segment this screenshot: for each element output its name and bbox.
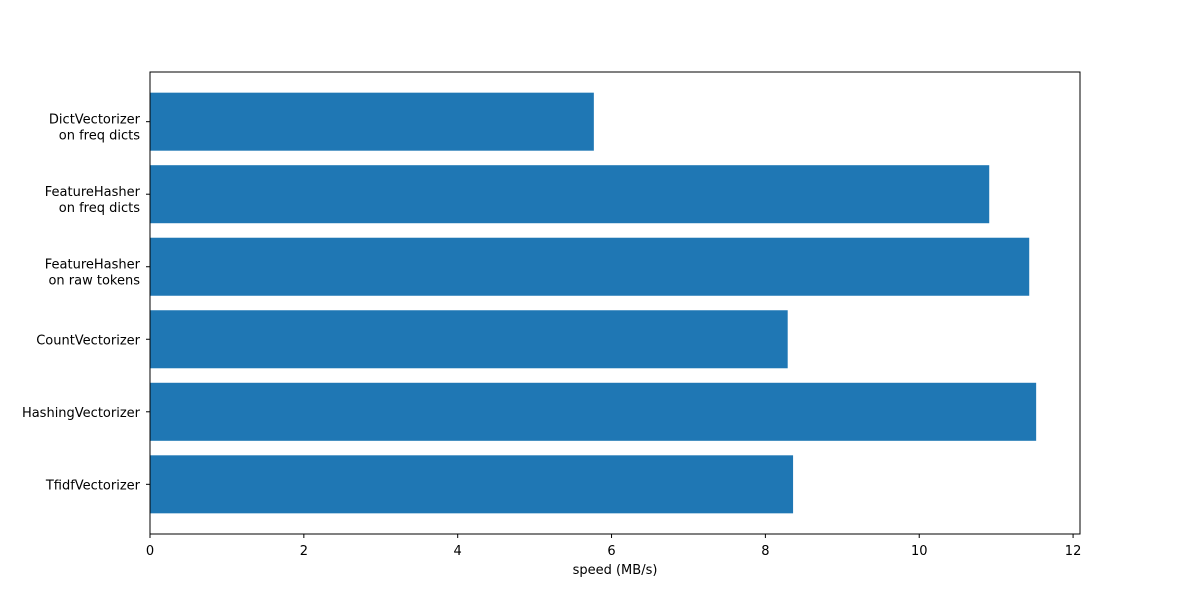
y-tick-label: DictVectorizer on freq dicts xyxy=(49,113,141,144)
y-tick-label: HashingVectorizer xyxy=(22,406,141,421)
x-tick-label: 2 xyxy=(300,544,308,559)
plot-frame xyxy=(149,71,1081,535)
y-tick-label: CountVectorizer xyxy=(36,333,140,348)
bar xyxy=(150,382,1037,441)
x-tick-label: 10 xyxy=(911,544,928,559)
bar xyxy=(150,92,594,151)
bar xyxy=(150,165,990,224)
x-tick-label: 6 xyxy=(607,544,615,559)
x-tick-label: 12 xyxy=(1065,544,1082,559)
y-tick-label: TfidfVectorizer xyxy=(45,478,141,493)
bar xyxy=(150,237,1030,296)
y-tick-label: FeatureHasher on raw tokens xyxy=(45,258,141,289)
y-tick-label: FeatureHasher on freq dicts xyxy=(45,185,141,216)
bar xyxy=(150,310,788,369)
x-axis-label: speed (MB/s) xyxy=(573,563,658,578)
x-tick-label: 0 xyxy=(146,544,154,559)
bar xyxy=(150,455,794,514)
x-tick-label: 4 xyxy=(454,544,462,559)
x-tick-label: 8 xyxy=(761,544,769,559)
